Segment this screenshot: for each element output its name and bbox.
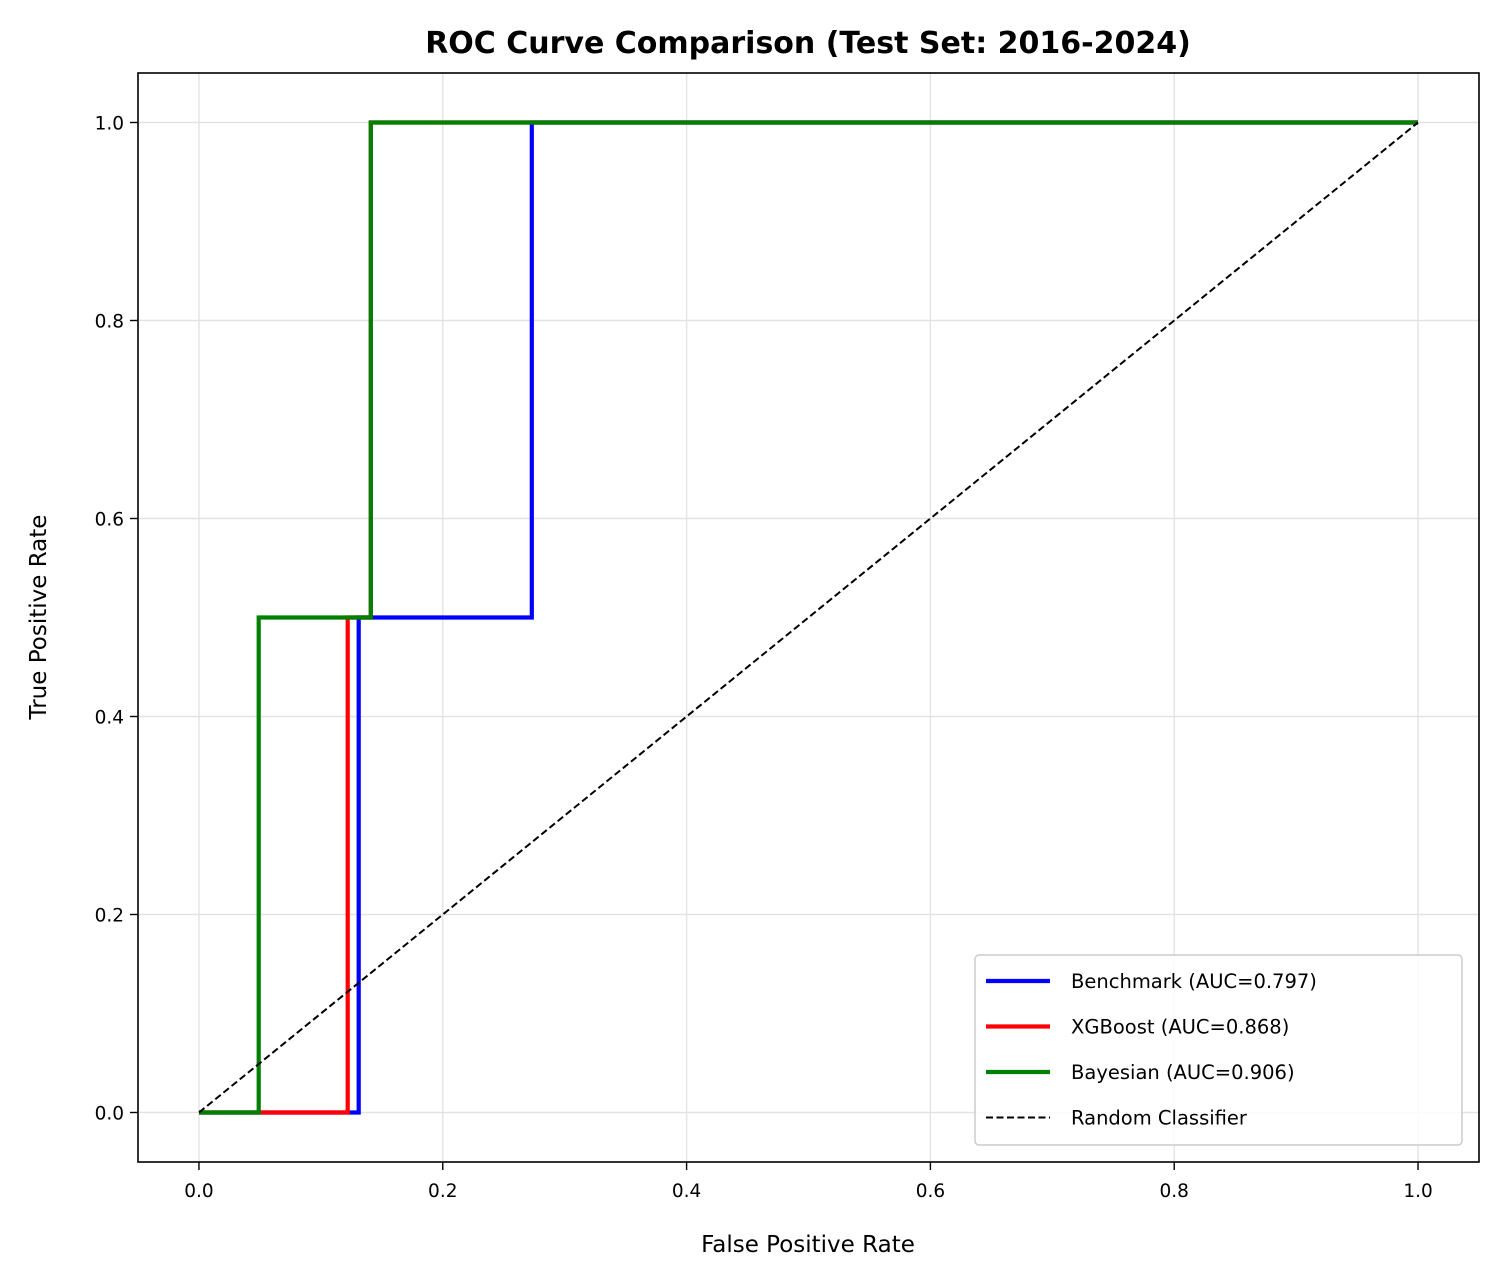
y-tick-label: 0.6 [95,510,124,531]
legend: Benchmark (AUC=0.797) XGBoost (AUC=0.868)… [974,954,1463,1146]
y-tick-label: 0.8 [95,312,124,333]
x-tick-label: 0.6 [916,1181,945,1202]
plot-area-frame [137,72,1480,1163]
series-lines [198,120,1419,1115]
x-tick-label: 1.0 [1403,1181,1432,1202]
legend-label: Benchmark (AUC=0.797) [1071,970,1317,993]
series-line-bayesian [199,120,1418,1115]
x-axis-label: False Positive Rate [701,1232,915,1258]
y-tick-label: 0.0 [95,1104,124,1125]
legend-label: XGBoost (AUC=0.868) [1071,1016,1289,1039]
legend-box [974,954,1463,1146]
y-tick-label: 1.0 [95,114,124,135]
x-tick-label: 0.4 [672,1181,701,1202]
axis-ticks: 0.0 0.2 0.4 0.6 0.8 1.0 0.0 0.2 0.4 0.6 0.8 1.0 [95,114,1433,1203]
y-axis-label: True Positive Rate [26,515,52,721]
y-tick-label: 0.2 [95,906,124,927]
series-line-random [198,121,1419,1114]
chart-title: ROC Curve Comparison (Test Set: 2016-202… [425,26,1191,61]
x-tick-label: 0.2 [428,1181,457,1202]
x-tick-label: 0.0 [184,1181,213,1202]
x-tick-label: 0.8 [1160,1181,1189,1202]
grid [138,73,1479,1162]
y-tick-label: 0.4 [95,708,124,729]
legend-label: Random Classifier [1071,1107,1248,1130]
legend-label: Bayesian (AUC=0.906) [1071,1061,1295,1084]
